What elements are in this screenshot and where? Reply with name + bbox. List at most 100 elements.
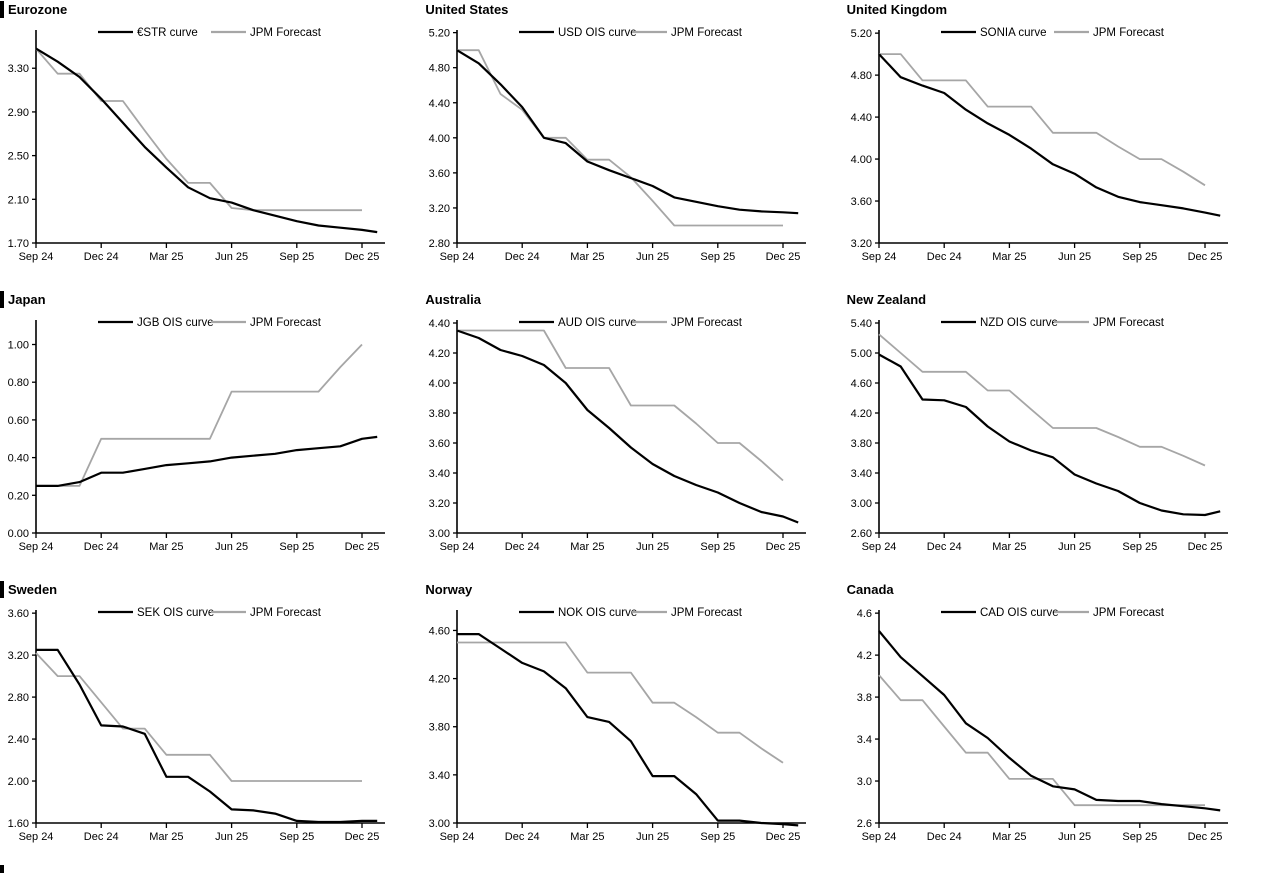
chart-cell-norway: Norway 3.00 3.40 3.80 4.20 4.60 Sep 24 Dec 24 M… xyxy=(421,580,842,873)
y-tick-label: 3.20 xyxy=(429,498,450,510)
y-tick-label: 5.00 xyxy=(850,348,871,360)
chart-title-australia: Australia xyxy=(425,292,481,307)
x-tick-label: Sep 24 xyxy=(861,541,896,553)
x-tick-label: Dec 24 xyxy=(505,251,540,263)
x-tick-label: Mar 25 xyxy=(992,541,1026,553)
y-tick-label: 0.00 xyxy=(8,528,29,540)
y-tick-label: 3.00 xyxy=(850,498,871,510)
x-tick-label: Sep 24 xyxy=(19,251,54,263)
y-tick-label: 3.20 xyxy=(429,203,450,215)
y-tick-label: 3.40 xyxy=(429,770,450,782)
chart-plot-sweden: 1.60 2.00 2.40 2.80 3.20 3.60 Sep 24 Dec 24 Mar … xyxy=(8,607,385,843)
legend-ois-label: AUD OIS curve xyxy=(558,317,637,329)
x-tick-label: Dec 24 xyxy=(84,831,119,843)
y-tick-label: 2.50 xyxy=(8,151,29,163)
chart-plot-eurozone: 1.70 2.10 2.50 2.90 3.30 Sep 24 Dec 24 Mar 25 Ju… xyxy=(8,27,385,263)
x-tick-label: Jun 25 xyxy=(636,251,669,263)
ois-curve-line xyxy=(456,49,799,215)
y-tick-label: 2.60 xyxy=(850,528,871,540)
chart-plot-norway: 3.00 3.40 3.80 4.20 4.60 Sep 24 Dec 24 Mar 25 Ju… xyxy=(429,607,807,843)
x-tick-label: Mar 25 xyxy=(571,541,605,553)
y-tick-label: 3.8 xyxy=(856,692,871,704)
legend-ois-label: €STR curve xyxy=(137,27,198,39)
x-tick-label: Jun 25 xyxy=(215,251,248,263)
x-tick-label: Sep 24 xyxy=(440,831,475,843)
ois-curve-line xyxy=(877,53,1221,217)
y-tick-label: 5.20 xyxy=(429,28,450,40)
x-tick-label: Sep 25 xyxy=(701,251,736,263)
y-tick-label: 4.40 xyxy=(850,112,871,124)
y-tick-label: 3.80 xyxy=(429,408,450,420)
chart-title-japan: Japan xyxy=(0,291,46,308)
ois-curve-line xyxy=(36,648,378,824)
x-tick-label: Dec 24 xyxy=(926,831,961,843)
y-tick-label: 4.00 xyxy=(429,378,450,390)
x-tick-label: Mar 25 xyxy=(149,831,183,843)
jpm-forecast-line xyxy=(878,53,1206,187)
y-tick-label: 3.60 xyxy=(850,196,871,208)
jpm-forecast-line xyxy=(36,343,363,487)
partial-section-bar xyxy=(0,865,4,873)
legend-forecast-label: JPM Forecast xyxy=(250,607,322,619)
x-tick-label: Sep 24 xyxy=(861,831,896,843)
y-tick-label: 4.00 xyxy=(429,133,450,145)
legend-forecast-label: JPM Forecast xyxy=(1093,317,1165,329)
x-tick-label: Sep 24 xyxy=(861,251,896,263)
x-tick-label: Dec 24 xyxy=(84,251,119,263)
y-tick-label: 5.20 xyxy=(850,28,871,40)
y-tick-label: 4.20 xyxy=(429,674,450,686)
x-tick-label: Sep 25 xyxy=(279,831,314,843)
y-tick-label: 3.60 xyxy=(429,438,450,450)
y-tick-label: 3.40 xyxy=(429,468,450,480)
y-tick-label: 3.60 xyxy=(429,168,450,180)
x-tick-label: Sep 25 xyxy=(279,541,314,553)
y-tick-label: 3.40 xyxy=(850,468,871,480)
ois-curve-line xyxy=(36,435,378,487)
legend-forecast-label: JPM Forecast xyxy=(1093,27,1165,39)
y-tick-label: 4.40 xyxy=(429,318,450,330)
y-tick-label: 2.10 xyxy=(8,194,29,206)
x-tick-label: Sep 25 xyxy=(1122,541,1157,553)
y-tick-label: 3.00 xyxy=(429,528,450,540)
legend-forecast-label: JPM Forecast xyxy=(250,27,322,39)
legend-ois-label: JGB OIS curve xyxy=(137,317,214,329)
chart-title-united-kingdom: United Kingdom xyxy=(846,2,948,17)
x-tick-label: Dec 25 xyxy=(766,251,801,263)
chart-cell-eurozone: Eurozone 1.70 2.10 2.50 2.90 3.30 Sep 24 Dec 2… xyxy=(0,0,421,290)
y-tick-label: 3.80 xyxy=(850,438,871,450)
legend-forecast-label: JPM Forecast xyxy=(671,607,743,619)
legend-ois-label: SONIA curve xyxy=(980,27,1046,39)
legend-forecast-label: JPM Forecast xyxy=(1093,607,1165,619)
x-tick-label: Sep 25 xyxy=(701,541,736,553)
chart-cell-australia: Australia 3.00 3.20 3.40 3.60 3.80 4.00 4.20 4.… xyxy=(421,290,842,580)
y-tick-label: 2.40 xyxy=(8,734,29,746)
jpm-forecast-line xyxy=(878,333,1206,467)
chart-cell-united-states: United States 2.80 3.20 3.60 4.00 4.40 4.80 5.… xyxy=(421,0,842,290)
y-tick-label: 0.60 xyxy=(8,415,29,427)
legend-forecast-label: JPM Forecast xyxy=(671,317,743,329)
chart-plot-new-zealand: 2.60 3.00 3.40 3.80 4.20 4.60 5.00 5.40 Sep 24 De… xyxy=(850,317,1228,553)
x-tick-label: Sep 25 xyxy=(1122,831,1157,843)
y-tick-label: 4.80 xyxy=(429,63,450,75)
x-tick-label: Mar 25 xyxy=(992,831,1026,843)
x-tick-label: Dec 24 xyxy=(926,251,961,263)
chart-title-new-zealand: New Zealand xyxy=(846,292,927,307)
jpm-forecast-line xyxy=(35,652,362,782)
legend-forecast-label: JPM Forecast xyxy=(250,317,322,329)
y-tick-label: 4.60 xyxy=(850,378,871,390)
x-tick-label: Mar 25 xyxy=(992,251,1026,263)
jpm-forecast-line xyxy=(457,329,784,482)
y-tick-label: 3.30 xyxy=(8,63,29,75)
ois-curve-line xyxy=(457,632,799,827)
jpm-forecast-line xyxy=(457,641,784,764)
y-tick-label: 3.00 xyxy=(429,818,450,830)
legend-forecast-label: JPM Forecast xyxy=(671,27,743,39)
chart-cell-japan: Japan 0.00 0.20 0.40 0.60 0.80 1.00 Sep 24 Dec … xyxy=(0,290,421,580)
y-tick-label: 4.20 xyxy=(850,408,871,420)
chart-plot-united-kingdom: 3.20 3.60 4.00 4.40 4.80 5.20 Sep 24 Dec 24 Mar … xyxy=(850,27,1228,263)
x-tick-label: Jun 25 xyxy=(636,831,669,843)
y-tick-label: 3.60 xyxy=(8,608,29,620)
chart-plot-canada: 2.6 3.0 3.4 3.8 4.2 4.6 Sep 24 Dec 24 Mar 25 Jun … xyxy=(856,607,1228,843)
chart-title-sweden: Sweden xyxy=(0,581,57,598)
